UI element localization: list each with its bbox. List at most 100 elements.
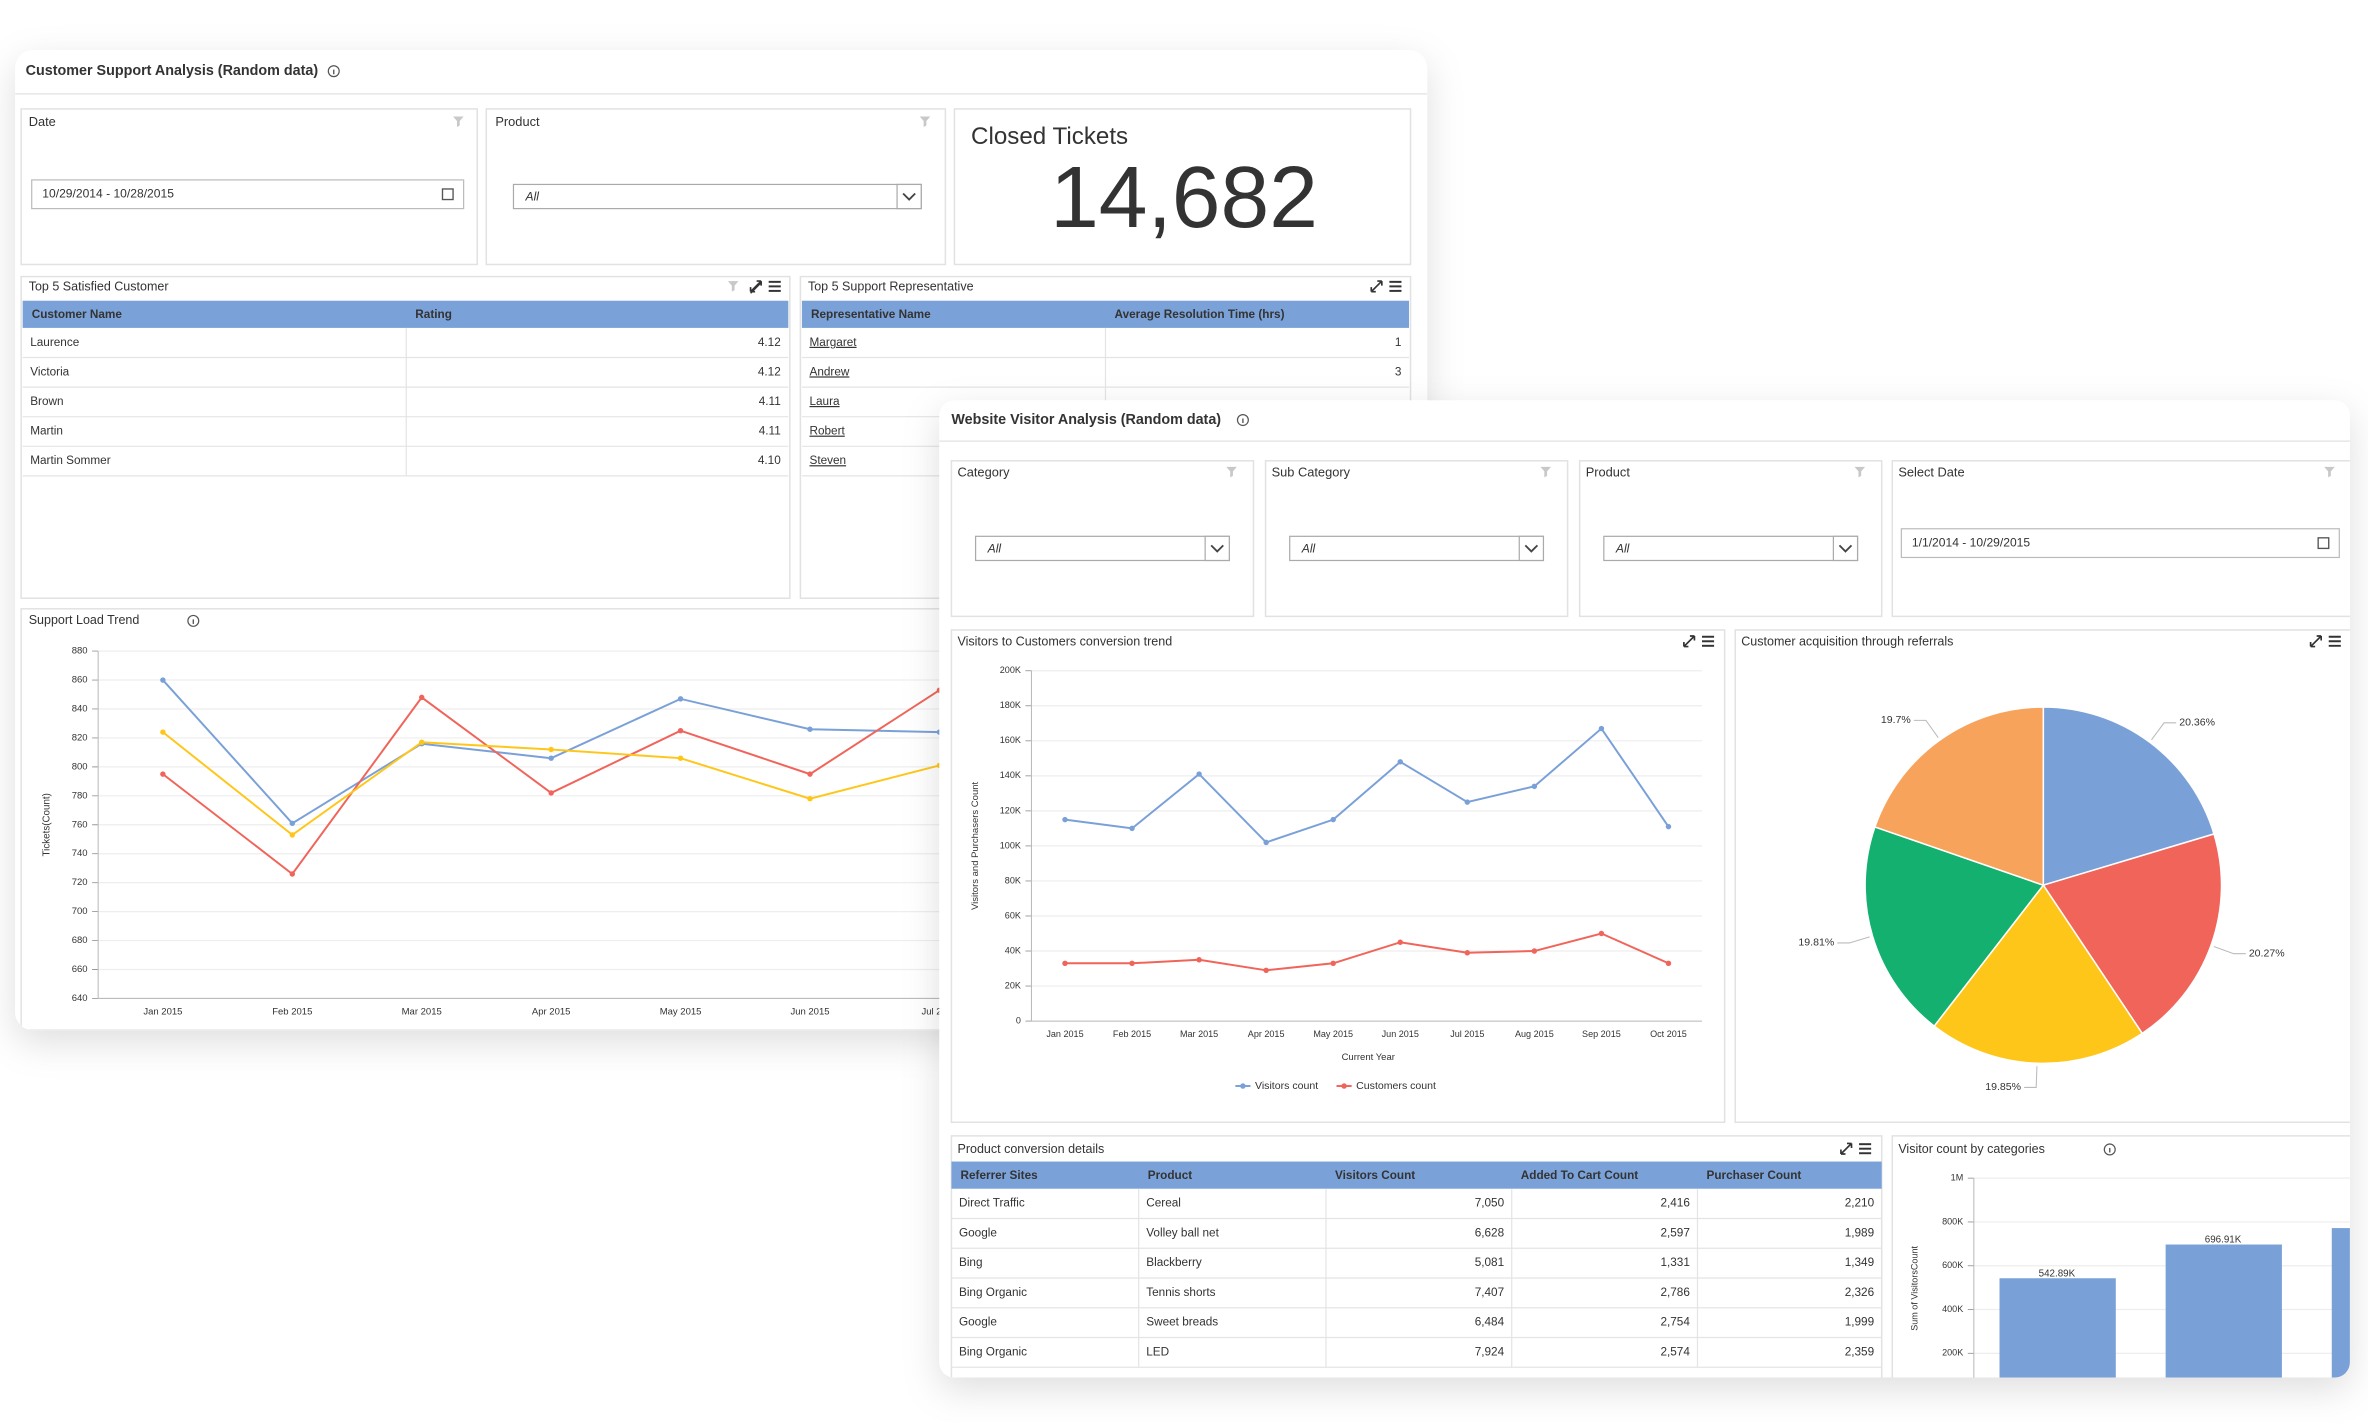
row-label[interactable]: Robert bbox=[809, 425, 845, 438]
row-label: Martin bbox=[30, 425, 63, 438]
legend-label: Visitors count bbox=[1255, 1080, 1318, 1092]
data-point bbox=[1129, 960, 1135, 966]
row-label: Bing Organic bbox=[959, 1286, 1027, 1299]
cell: Volley ball net bbox=[1146, 1226, 1219, 1239]
data-point bbox=[419, 694, 425, 701]
data-point bbox=[289, 871, 296, 877]
cell: Tennis shorts bbox=[1146, 1286, 1215, 1299]
data-point bbox=[1665, 960, 1672, 966]
panel bbox=[953, 108, 1412, 266]
date-value: 1/1/2014 - 10/29/2015 bbox=[1912, 535, 2030, 549]
column-header: Rating bbox=[415, 308, 452, 321]
dropdown bbox=[1603, 535, 1859, 562]
data-point bbox=[807, 795, 813, 802]
data-point bbox=[1196, 957, 1202, 963]
x-tick-label: Oct 2015 bbox=[1650, 1029, 1687, 1039]
y-tick-label: 400K bbox=[1942, 1304, 1963, 1314]
y-tick-label: 160K bbox=[1000, 735, 1021, 745]
row-label: Google bbox=[959, 1316, 997, 1329]
data-point bbox=[289, 832, 296, 838]
dropdown-button bbox=[1518, 535, 1545, 562]
column-header: Added To Cart Count bbox=[1521, 1169, 1639, 1182]
data-point bbox=[160, 677, 166, 683]
data-point bbox=[548, 746, 554, 753]
data-label: 19.85% bbox=[1985, 1081, 2021, 1093]
kpi-value: 14,682 bbox=[1050, 148, 1318, 246]
cell: 1,999 bbox=[1845, 1316, 1874, 1329]
y-tick-label: 720 bbox=[72, 877, 88, 888]
y-tick-label: 100K bbox=[1000, 840, 1021, 850]
column-header: Visitors Count bbox=[1335, 1169, 1415, 1182]
expand-icon bbox=[1840, 1142, 1853, 1155]
row-label[interactable]: Margaret bbox=[809, 336, 857, 349]
y-tick-label: 840 bbox=[72, 703, 88, 714]
data-point bbox=[1397, 759, 1403, 765]
leader-line bbox=[1837, 936, 1870, 944]
data-point bbox=[1665, 823, 1672, 830]
filter-label: Sub Category bbox=[1272, 464, 1351, 479]
y-tick-label: 800K bbox=[1942, 1216, 1963, 1226]
legend-label: Customers count bbox=[1356, 1080, 1436, 1092]
cell: 2,597 bbox=[1660, 1226, 1689, 1239]
cell: 7,050 bbox=[1475, 1197, 1505, 1210]
y-tick-label: 600K bbox=[1942, 1260, 1963, 1270]
filter-icon bbox=[453, 116, 464, 128]
x-tick-label: Feb 2015 bbox=[1113, 1029, 1151, 1039]
data-point bbox=[677, 727, 684, 734]
table-title: Top 5 Satisfied Customer bbox=[29, 279, 169, 293]
row-label[interactable]: Steven bbox=[809, 454, 846, 467]
y-tick-label: 200K bbox=[1000, 665, 1021, 675]
cell: 1,349 bbox=[1845, 1256, 1874, 1269]
row-label: Martin Sommer bbox=[30, 454, 110, 467]
data-point bbox=[1531, 783, 1538, 790]
x-tick-label: Mar 2015 bbox=[1180, 1029, 1218, 1039]
chart-title: Customer acquisition through referrals bbox=[1741, 634, 1953, 648]
row-label[interactable]: Laura bbox=[809, 395, 840, 408]
data-point bbox=[160, 771, 166, 777]
y-tick-label: 60K bbox=[1005, 910, 1021, 920]
x-tick-label: Apr 2015 bbox=[1248, 1029, 1285, 1039]
chart-title: Visitor count by categories bbox=[1898, 1142, 2045, 1156]
y-tick-label: 680 bbox=[72, 935, 88, 946]
y-tick-label: 20K bbox=[1005, 980, 1021, 990]
table-title: Top 5 Support Representative bbox=[808, 279, 974, 293]
x-tick-label: Jul 2015 bbox=[1450, 1029, 1484, 1039]
data-point bbox=[1330, 816, 1336, 823]
expand-icon bbox=[1370, 280, 1383, 293]
data-label: 19.81% bbox=[1798, 937, 1834, 949]
filter-icon bbox=[2324, 466, 2335, 478]
data-point bbox=[1397, 939, 1403, 945]
y-tick-label: 800 bbox=[72, 761, 88, 772]
x-tick-label: Sep 2015 bbox=[1582, 1029, 1621, 1039]
dropdown bbox=[512, 183, 922, 210]
y-tick-label: 700 bbox=[72, 906, 88, 917]
panel bbox=[20, 275, 791, 599]
expand-icon bbox=[749, 280, 762, 293]
data-label: 19.7% bbox=[1881, 714, 1912, 726]
data-point bbox=[1062, 816, 1068, 823]
dropdown-value: All bbox=[525, 189, 540, 203]
pie-slice bbox=[1873, 706, 2045, 887]
cell: 1 bbox=[1395, 336, 1402, 349]
y-tick-label: 660 bbox=[72, 964, 88, 975]
dashboard-title: Customer Support Analysis (Random data) bbox=[26, 63, 319, 79]
info-icon bbox=[187, 614, 200, 627]
filter-label: Date bbox=[29, 114, 56, 129]
row-label[interactable]: Andrew bbox=[809, 365, 849, 378]
data-point bbox=[807, 726, 813, 732]
pie-slice bbox=[1864, 825, 2045, 1028]
x-tick-label: May 2015 bbox=[1313, 1029, 1353, 1039]
cell: 4.10 bbox=[758, 454, 781, 467]
row-label: Brown bbox=[30, 395, 63, 408]
data-point bbox=[1598, 725, 1605, 732]
y-tick-label: 740 bbox=[72, 848, 88, 859]
filter-icon bbox=[919, 116, 931, 128]
data-point bbox=[289, 820, 296, 827]
row-label: Laurence bbox=[30, 336, 80, 349]
cell: 6,628 bbox=[1475, 1226, 1505, 1239]
filter-label: Select Date bbox=[1898, 464, 1964, 479]
cell: LED bbox=[1146, 1345, 1169, 1358]
row-label: Direct Traffic bbox=[959, 1197, 1025, 1210]
